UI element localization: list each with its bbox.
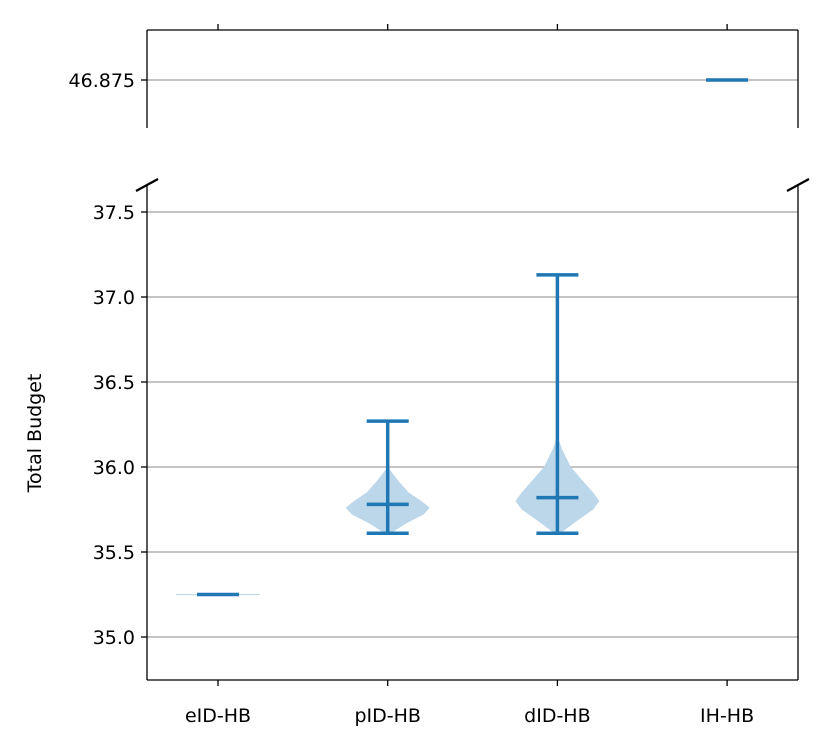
y-tick-label: 36.5 bbox=[93, 372, 135, 394]
y-tick-label: 35.5 bbox=[93, 542, 135, 564]
x-tick-label: dID-HB bbox=[524, 705, 590, 727]
y-tick-label: 37.5 bbox=[93, 202, 135, 224]
x-tick-label: pID-HB bbox=[354, 705, 420, 727]
x-tick-label: eID-HB bbox=[185, 705, 251, 727]
y-tick-label: 35.0 bbox=[93, 627, 135, 649]
axis-break-mark bbox=[786, 178, 810, 192]
axis-break-mark bbox=[135, 178, 159, 192]
y-tick-label: 46.875 bbox=[69, 70, 135, 92]
y-tick-label: 36.0 bbox=[93, 457, 135, 479]
y-axis-label: Total Budget bbox=[24, 374, 46, 494]
x-tick-label: IH-HB bbox=[700, 705, 754, 727]
y-tick-label: 37.0 bbox=[93, 287, 135, 309]
